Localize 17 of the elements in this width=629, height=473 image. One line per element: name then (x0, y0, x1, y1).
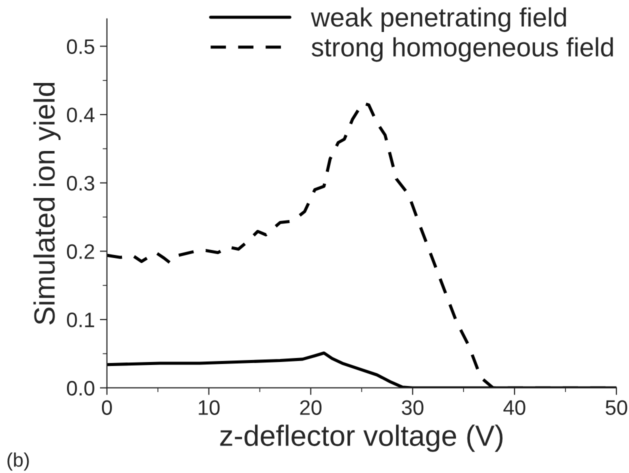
x-tick-label: 0 (102, 400, 112, 415)
y-tick-label: 0.0 (66, 380, 94, 396)
x-tick-label: 30 (402, 400, 424, 415)
legend-label: strong homogeneous field (312, 37, 613, 62)
y-tick-label: 0.4 (66, 108, 95, 122)
y-tick-label: 0.1 (66, 312, 94, 328)
y-axis-title: Simulated ion yield (33, 82, 61, 324)
x-tick-label: 40 (503, 400, 526, 415)
y-tick-label: 0.5 (66, 39, 94, 54)
x-axis-title: z-deflector voltage (V) (220, 424, 503, 452)
x-tick-label: 20 (300, 400, 322, 415)
legend-label: weak penetrating field (310, 7, 566, 32)
text: (b) (7, 452, 29, 471)
y-tick-label: 0.2 (66, 244, 94, 259)
x-tick-label: 50 (606, 400, 628, 415)
x-tick-label: 10 (198, 400, 220, 415)
y-tick-label: 0.3 (66, 176, 94, 191)
